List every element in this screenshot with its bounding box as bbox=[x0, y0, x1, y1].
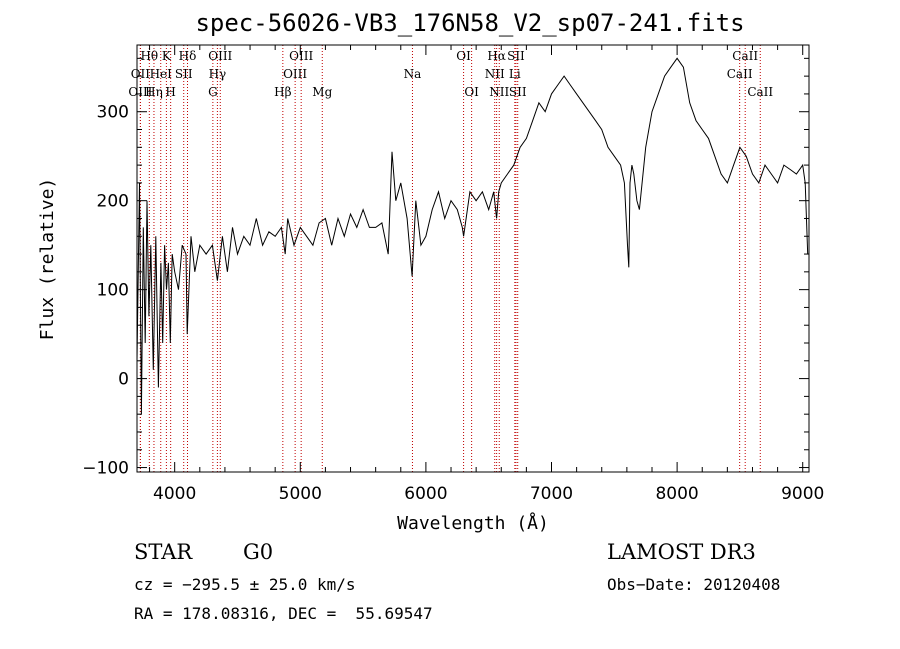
y-tick-label: 100 bbox=[97, 281, 129, 301]
emission-line-label: G bbox=[208, 85, 218, 99]
emission-line-label: Na bbox=[404, 67, 422, 81]
emission-line-label: Hγ bbox=[209, 67, 227, 81]
x-tick-label: 7000 bbox=[530, 484, 573, 504]
emission-line-label: HeI bbox=[150, 67, 173, 81]
y-tick-label: 200 bbox=[97, 192, 129, 212]
x-axis-label: Wavelength (Å) bbox=[397, 512, 549, 534]
emission-line-label: H bbox=[165, 85, 175, 99]
emission-line-label: OIII bbox=[128, 85, 152, 99]
y-tick-label: 0 bbox=[118, 370, 129, 390]
emission-line-label: Mg bbox=[312, 85, 332, 99]
emission-line-label: OIII bbox=[283, 67, 307, 81]
emission-line-label: OII bbox=[131, 67, 151, 81]
plot-frame bbox=[136, 44, 810, 473]
emission-lines-layer bbox=[139, 45, 761, 472]
emission-line-label: CaII bbox=[747, 85, 773, 99]
spectral-subclass: G0 bbox=[243, 540, 274, 564]
emission-line-label: NII bbox=[485, 67, 505, 81]
emission-line-label: SII bbox=[507, 49, 525, 63]
emission-line-label: Li bbox=[509, 67, 521, 81]
emission-line-label: Hβ bbox=[274, 85, 291, 99]
y-tick-label: 300 bbox=[97, 103, 129, 123]
x-tick-label: 8000 bbox=[655, 484, 698, 504]
chart-title: spec-56026-VB3_176N58_V2_sp07-241.fits bbox=[195, 9, 744, 37]
x-tick-label: 4000 bbox=[153, 484, 196, 504]
emission-line-label: Hδ bbox=[179, 49, 197, 63]
x-tick-label: 9000 bbox=[781, 484, 824, 504]
y-tick-label: −100 bbox=[82, 459, 129, 479]
emission-line-label: OIII bbox=[208, 49, 232, 63]
emission-line-label: SII bbox=[175, 67, 193, 81]
emission-line-label: CaII bbox=[732, 49, 758, 63]
sky-coordinates: RA = 178.08316, DEC = 55.69547 bbox=[134, 604, 433, 623]
emission-line-label: OI bbox=[456, 49, 471, 63]
emission-line-label: CaII bbox=[727, 67, 753, 81]
axes-layer: 4000 5000 6000 7000 8000 9000 −100 0 100 200 300 bbox=[82, 45, 824, 504]
x-tick-label: 5000 bbox=[279, 484, 322, 504]
spectrum-line-0 bbox=[136, 57, 809, 415]
emission-line-label: OI bbox=[464, 85, 479, 99]
survey-name: LAMOST DR3 bbox=[607, 540, 756, 564]
emission-line-label: Hθ bbox=[140, 49, 158, 63]
y-axis-label: Flux (relative) bbox=[37, 178, 58, 341]
emission-line-label: OIII bbox=[289, 49, 313, 63]
object-class: STAR bbox=[134, 540, 193, 564]
emission-line-label: NII bbox=[489, 85, 509, 99]
emission-line-label: SII bbox=[509, 85, 527, 99]
series-layer bbox=[136, 57, 809, 415]
x-tick-label: 6000 bbox=[404, 484, 447, 504]
observation-date: Obs−Date: 20120408 bbox=[607, 575, 781, 594]
emission-line-label: K bbox=[162, 49, 172, 63]
emission-line-label: Hη bbox=[145, 85, 163, 99]
redshift-velocity: cz = −295.5 ± 25.0 km/s bbox=[134, 575, 356, 594]
spectrum-chart: spec-56026-VB3_176N58_V2_sp07-241.fits H… bbox=[37, 9, 824, 534]
emission-line-label: Hα bbox=[487, 49, 506, 63]
